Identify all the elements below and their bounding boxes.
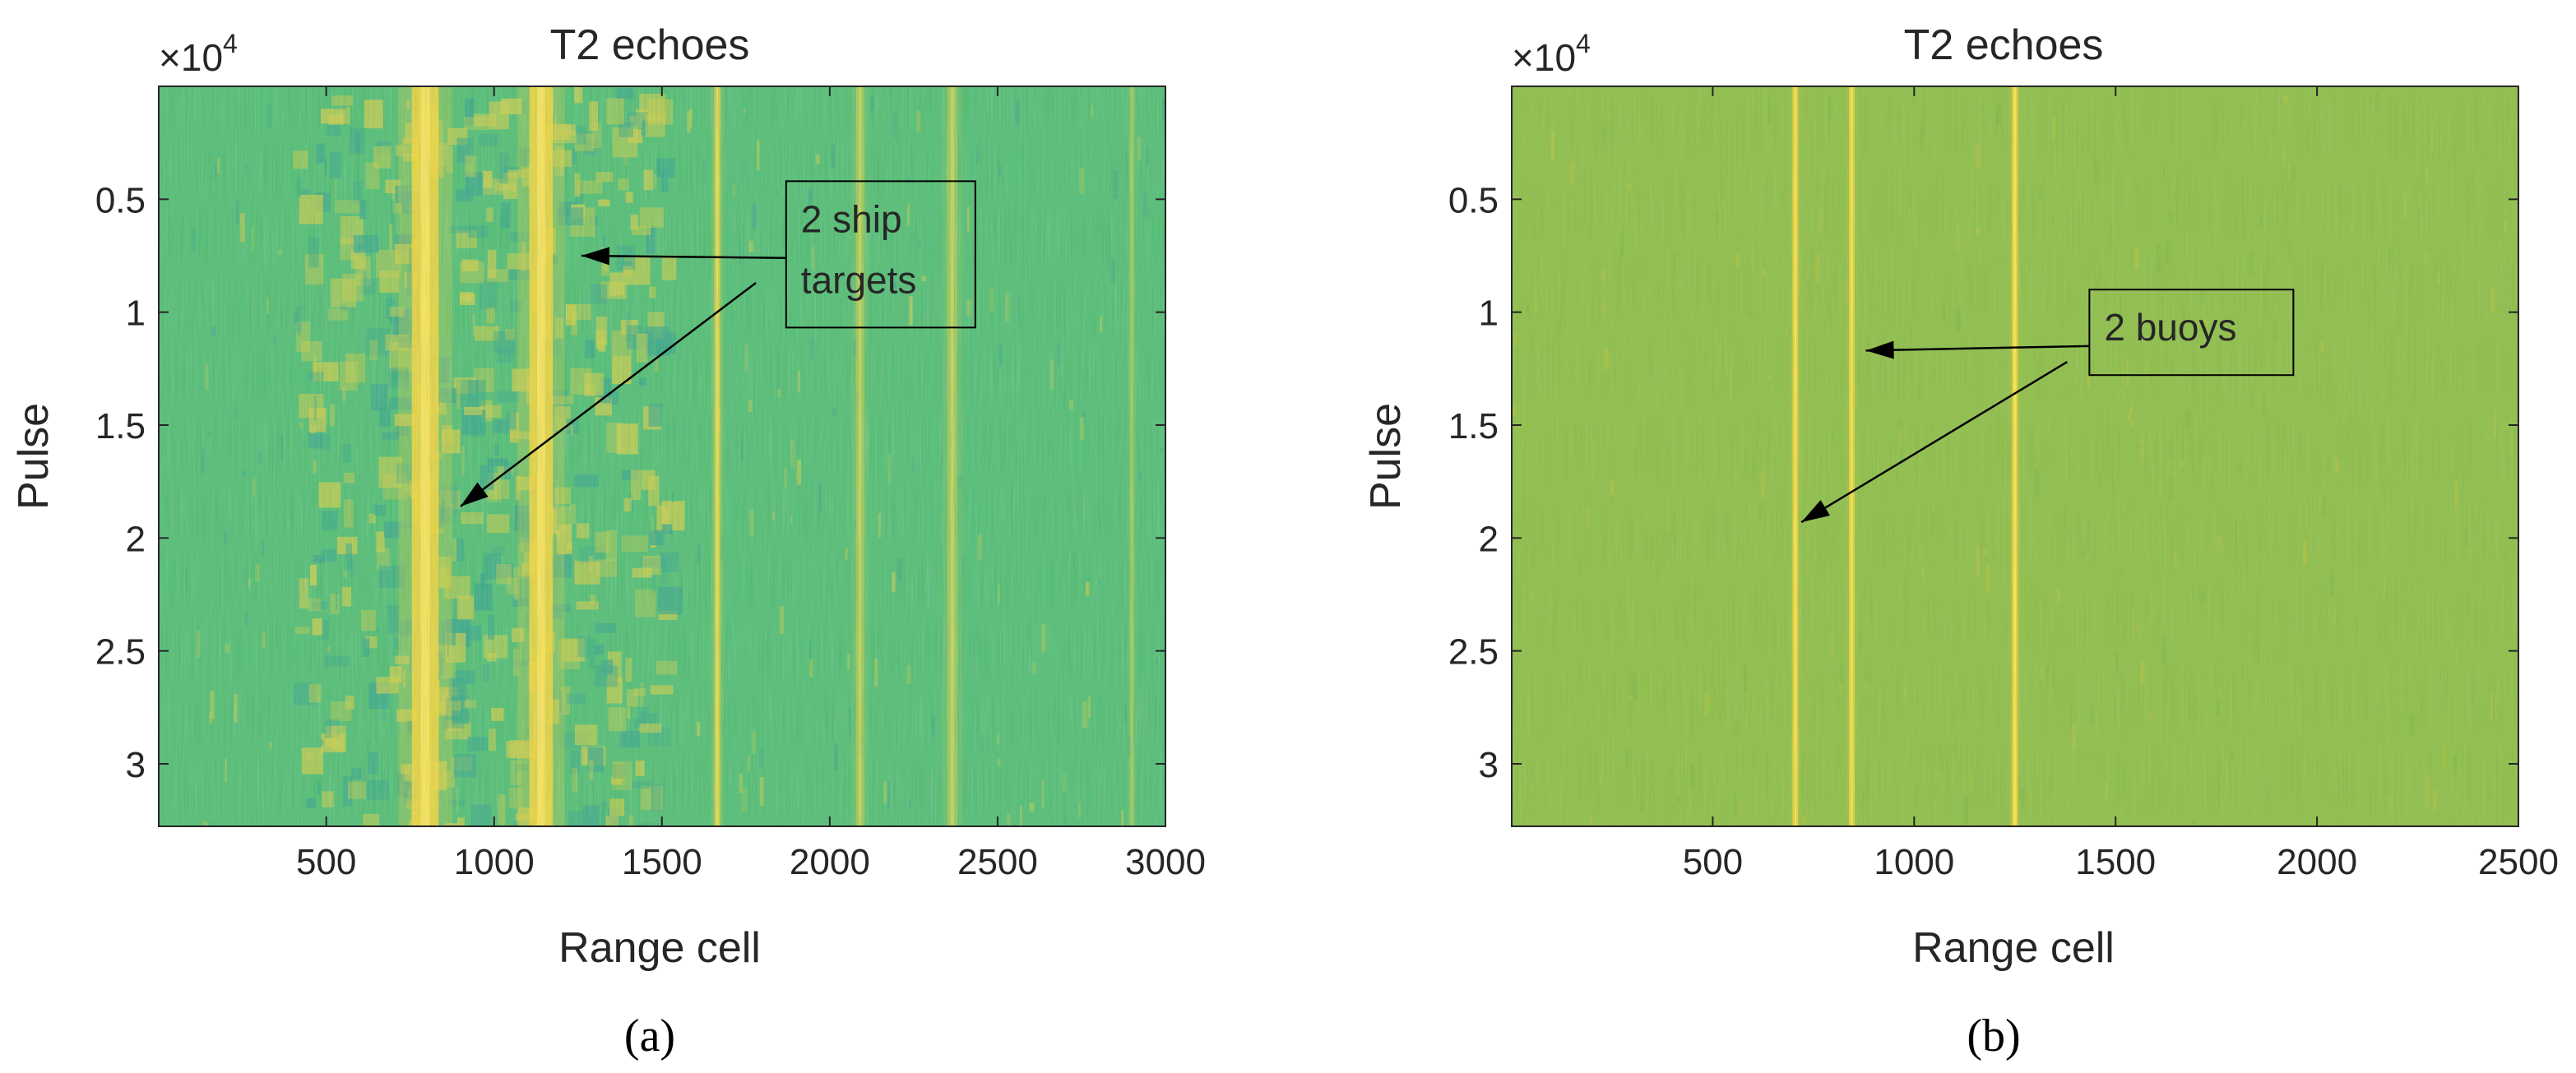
annotation-arrow [581,254,786,259]
annotation-arrow [1865,345,2090,352]
annotation-box [785,180,976,329]
y-tick-label: 2.5 [95,632,146,673]
y-multiplier: ×104 [159,29,238,79]
annotation-arrowhead [1801,500,1830,523]
x-ticks: 500 1000 1500 2000 2500 [1683,86,2559,882]
x-tick-label: 2500 [957,842,1038,882]
annotation-arrowhead [581,247,609,266]
annotation-arrowhead [460,482,489,506]
panel-label-a: (a) [624,1011,675,1061]
y-tick-label: 1.5 [1448,406,1499,446]
chart-title: T2 echoes [550,21,750,69]
annotation-text: 2 buoys [2104,306,2236,349]
x-tick-label: 1500 [2075,842,2156,882]
y-axis-label: Pulse [10,403,58,510]
x-tick-label: 3000 [1125,842,1206,882]
axes-frame [1511,86,2519,827]
y-tick-label: 1 [126,294,146,334]
y-tick-label: 0.5 [1448,180,1499,220]
annotation-ship-targets: 2 ship targets [460,180,976,507]
x-ticks: 500 1000 1500 2000 2500 3000 [296,86,1206,882]
y-tick-label: 0.5 [95,180,146,220]
y-ticks: 0.5 1 1.5 2 2.5 3 [95,180,1165,785]
annotation-arrow [1800,361,2069,524]
noise-texture [1512,86,2518,826]
x-tick-label: 2500 [2478,842,2559,882]
chart-panel-a: 500 1000 1500 2000 2500 3000 0.5 1 1.5 2 2.5 3 T2 … [10,21,1206,1061]
x-tick-label: 2000 [790,842,870,882]
y-multiplier: ×104 [1512,29,1591,79]
annotation-arrowhead [1865,340,1894,359]
y-axis-label: Pulse [1362,403,1410,510]
speckle [429,825,435,826]
chart-title: T2 echoes [1904,21,2104,69]
y-tick-label: 3 [1479,745,1499,785]
x-tick-label: 500 [1683,842,1743,882]
x-axis-label: Range cell [558,924,761,972]
y-tick-label: 2 [126,519,146,559]
annotation-text: 2 ship [801,197,902,240]
x-axis-label: Range cell [1912,924,2115,972]
x-tick-label: 2000 [2277,842,2357,882]
panel-label-b: (b) [1967,1011,2020,1061]
speckle [1858,823,1860,826]
y-tick-label: 1 [1479,294,1499,334]
x-tick-label: 1000 [1874,842,1954,882]
y-ticks: 0.5 1 1.5 2 2.5 3 [1448,180,2518,785]
chart-panel-b: 500 1000 1500 2000 2500 0.5 1 1.5 2 2.5 3 T2 echo… [1362,21,2559,1061]
annotation-arrow [460,281,757,507]
y-tick-label: 3 [126,745,146,785]
annotation-box [2088,289,2295,377]
y-tick-label: 2 [1479,519,1499,559]
y-tick-label: 2.5 [1448,632,1499,673]
x-tick-label: 500 [296,842,356,882]
y-tick-label: 1.5 [95,406,146,446]
annotation-text: targets [801,258,917,301]
annotation-buoys: 2 buoys [1800,289,2295,524]
x-tick-label: 1000 [454,842,535,882]
noise-texture [159,86,1165,826]
x-tick-label: 1500 [622,842,702,882]
